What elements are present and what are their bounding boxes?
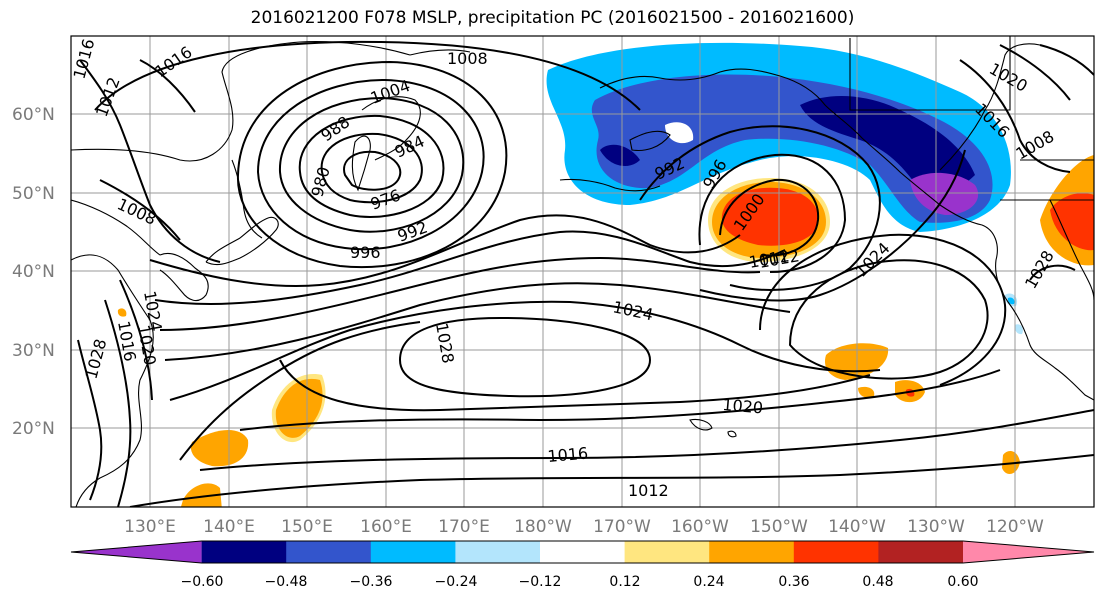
lon-label: 140°E	[203, 517, 255, 537]
colorbar-segment	[624, 541, 710, 563]
lon-label: 120°W	[986, 517, 1044, 537]
latitude-labels: 60°N 50°N 40°N 30°N 20°N	[12, 105, 55, 439]
lon-label: 160°W	[671, 517, 729, 537]
colorbar-segment	[878, 541, 964, 563]
colorbar-segment	[370, 541, 456, 563]
longitude-labels: 130°E 140°E 150°E 160°E 170°E 180°W 170°…	[124, 517, 1044, 537]
colorbar-tick-label: −0.12	[519, 574, 562, 590]
precipitation-positive-shading	[117, 155, 1094, 507]
map-frame	[70, 35, 1095, 508]
map-area: 1016 1016 1012 1008 1004 988 984 980 976…	[71, 36, 1094, 507]
colorbar	[70, 540, 1095, 564]
colorbar-tick-label: 0.48	[862, 574, 893, 590]
lon-label: 160°E	[360, 517, 412, 537]
lon-label: 170°W	[593, 517, 651, 537]
coastlines	[71, 36, 1094, 507]
colorbar-segment	[540, 541, 626, 563]
colorbar-tick-label: −0.48	[265, 574, 308, 590]
colorbar-tick-label: 0.12	[609, 574, 640, 590]
lat-label: 20°N	[12, 419, 55, 439]
lon-label: 170°E	[438, 517, 490, 537]
colorbar-tick-label: 0.24	[693, 574, 724, 590]
lat-label: 30°N	[12, 341, 55, 361]
colorbar-tick-label: 0.36	[778, 574, 809, 590]
colorbar-tick-label: −0.60	[181, 574, 224, 590]
lon-label: 150°E	[281, 517, 333, 537]
isobar-label: 1008	[447, 49, 488, 68]
lon-label: 130°E	[124, 517, 176, 537]
colorbar-tick-label: −0.36	[350, 574, 393, 590]
lat-label: 60°N	[12, 105, 55, 125]
colorbar-segment	[709, 541, 795, 563]
lon-label: 150°W	[750, 517, 808, 537]
colorbar-tick-labels: −0.60 −0.48 −0.36 −0.24 −0.12 0.12 0.24 …	[181, 574, 979, 590]
colorbar-segment	[71, 541, 202, 563]
colorbar-segment	[455, 541, 541, 563]
isobar-label: 1020	[722, 395, 764, 417]
colorbar-segment	[286, 541, 372, 563]
colorbar-segment	[793, 541, 879, 563]
colorbar-segment	[201, 541, 287, 563]
lat-label: 40°N	[12, 262, 55, 282]
isobar-label: 1012	[628, 481, 669, 500]
colorbar-segment	[963, 541, 1094, 563]
isobar-label: 1016	[547, 444, 589, 466]
lat-label: 50°N	[12, 184, 55, 204]
lon-label: 130°W	[907, 517, 965, 537]
map-title: 2016021200 F078 MSLP, precipitation PC (…	[250, 8, 855, 28]
colorbar-outline	[70, 540, 1095, 564]
isobars	[77, 40, 1094, 507]
lon-label: 180°W	[514, 517, 572, 537]
isobar-label: 996	[350, 243, 381, 262]
colorbar-tick-label: −0.24	[435, 574, 478, 590]
colorbar-tick-label: 0.60	[947, 574, 978, 590]
lon-label: 140°W	[828, 517, 886, 537]
